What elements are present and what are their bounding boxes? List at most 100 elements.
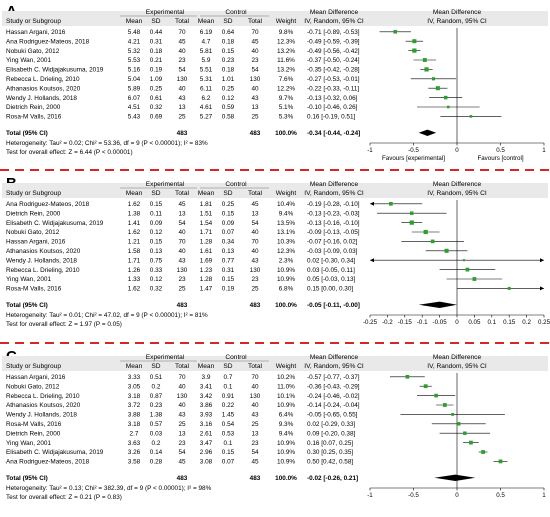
study-weight: 5.1% [279, 104, 294, 111]
exp-sd: 0.25 [150, 85, 163, 92]
exp-mean: 3.58 [128, 459, 141, 466]
exp-mean: 3.72 [128, 402, 141, 409]
exp-mean: 1.41 [128, 220, 141, 227]
exp-total: 25 [178, 114, 186, 121]
study-weight: 2.3% [279, 257, 294, 264]
ctrl-sd: 0.18 [222, 67, 235, 74]
study-weight: 13.1% [277, 229, 295, 236]
exp-sd: 0.32 [150, 286, 163, 293]
ci-plot-header: IV, Random, 95% CI [427, 363, 487, 370]
study-weight: 9.3% [279, 421, 294, 428]
exp-total: 25 [178, 421, 186, 428]
mean-difference-header: Mean Difference [310, 9, 359, 16]
ctrl-total: 54 [251, 67, 259, 74]
ctrl-total: 54 [251, 449, 259, 456]
sd-header: SD [223, 190, 232, 197]
tick-label: 0.5 [496, 492, 505, 499]
study-weight: 10.9% [277, 440, 295, 447]
effect-square [393, 30, 398, 34]
ctrl-mean: 1.28 [200, 276, 213, 283]
exp-sd: 0.69 [150, 114, 163, 121]
study-name: Athanasios Koutsos, 2020 [6, 85, 81, 92]
sd-header: SD [151, 363, 160, 370]
exp-sd: 0.15 [150, 239, 163, 246]
ctrl-sd: 0.19 [222, 286, 235, 293]
exp-total: 40 [178, 48, 186, 55]
ctrl-total: 130 [250, 76, 261, 83]
mean-header: Mean [126, 18, 143, 25]
ctrl-total: 70 [251, 239, 259, 246]
exp-mean: 1.21 [128, 239, 141, 246]
ctrl-mean: 3.47 [200, 440, 213, 447]
tick-label: 1 [542, 492, 546, 499]
ctrl-mean: 1.23 [200, 267, 213, 274]
study-name: Rosa-M Valls, 2016 [6, 421, 62, 428]
exp-total: 70 [178, 374, 186, 381]
total-exp-n: 483 [177, 475, 188, 482]
exp-total: 45 [178, 201, 186, 208]
ctrl-total: 40 [251, 402, 259, 409]
tick-label: 0.15 [503, 319, 516, 326]
ctrl-sd: 0.15 [222, 210, 235, 217]
exp-mean: 3.18 [128, 393, 141, 400]
study-weight: 6.8% [279, 286, 294, 293]
weight-header: Weight [276, 18, 297, 25]
study-weight: 10.1% [277, 393, 295, 400]
overall-effect-text: Test for overall effect: Z = 6.44 (P < 0… [6, 149, 133, 156]
effect-square [465, 267, 470, 272]
exp-total: 54 [178, 220, 186, 227]
total-exp-n: 483 [177, 302, 188, 309]
study-weight: 10.9% [277, 459, 295, 466]
ci-plot-header: IV, Random, 95% CI [427, 190, 487, 197]
ctrl-sd: 0.07 [222, 459, 235, 466]
effect-square [463, 431, 467, 435]
header-band [2, 356, 548, 371]
ctrl-sd: 0.22 [222, 402, 235, 409]
study-ci: 0.02 [-0.29, 0.33] [307, 421, 356, 428]
exp-sd: 0.44 [150, 29, 163, 36]
study-ci: -0.35 [-0.42, -0.28] [307, 67, 360, 74]
effect-square [422, 58, 427, 62]
study-ci: -0.13 [-0.32, 0.06] [307, 95, 358, 102]
exp-total: 25 [178, 286, 186, 293]
study-ci: -0.22 [-0.33, -0.11] [307, 85, 359, 92]
ctrl-total: 23 [251, 57, 259, 64]
ci-plot-header: IV, Random, 95% CI [427, 18, 487, 25]
ctrl-mean: 1.61 [200, 248, 213, 255]
heterogeneity-text: Heterogeneity: Tau² = 0.01; Chi² = 47.02… [6, 312, 208, 319]
exp-mean: 4.51 [128, 104, 141, 111]
exp-total: 40 [178, 383, 186, 390]
study-weight: 10.2% [277, 374, 295, 381]
study-name: Hassan Argani, 2016 [6, 374, 66, 381]
exp-total: 40 [178, 85, 186, 92]
exp-total: 70 [178, 239, 186, 246]
ci-arrow-left [370, 258, 374, 263]
exp-sd: 0.61 [150, 95, 163, 102]
effect-square [405, 374, 410, 379]
study-weight: 13.2% [277, 67, 295, 74]
effect-square [481, 450, 485, 454]
effect-square [469, 440, 473, 445]
exp-total: 13 [178, 210, 186, 217]
ctrl-mean: 6.19 [200, 29, 213, 36]
tick-label: 0.05 [468, 319, 481, 326]
exp-sd: 0.51 [150, 374, 163, 381]
study-ci: 0.50 [0.42, 0.58] [307, 459, 353, 466]
exp-mean: 5.48 [128, 29, 141, 36]
tick-label: -0.05 [433, 319, 448, 326]
study-ci: -0.10 [-0.46, 0.26] [307, 104, 358, 111]
effect-square [423, 229, 428, 235]
exp-mean: 1.62 [128, 229, 141, 236]
ctrl-sd: 0.23 [222, 57, 235, 64]
study-name: Rosa-M Valls, 2016 [6, 114, 62, 121]
study-ci: 0.30 [0.25, 0.35] [307, 449, 353, 456]
exp-sd: 0.13 [150, 248, 163, 255]
header-band [2, 11, 548, 26]
control-header: Control [225, 354, 247, 361]
ctrl-sd: 1.01 [222, 76, 235, 83]
ctrl-sd: 0.15 [222, 276, 235, 283]
exp-mean: 5.04 [128, 76, 141, 83]
study-name: Wendy J. Hollands, 2018 [6, 257, 77, 264]
ctrl-sd: 0.58 [222, 114, 235, 121]
